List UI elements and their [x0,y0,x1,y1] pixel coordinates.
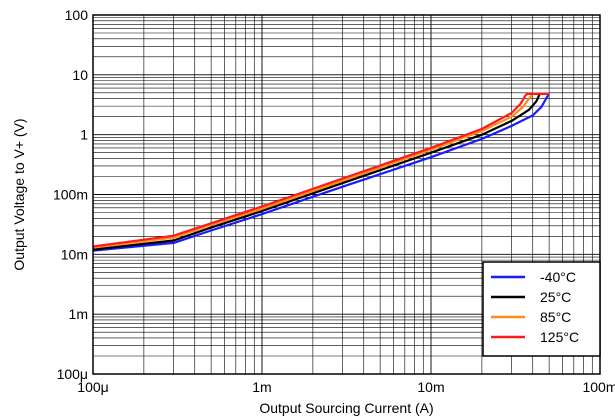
legend-label-0: -40°C [540,269,576,285]
y-tick-label: 100 [65,7,89,23]
tick-labels: 100μ 1m 10m 100m 100μ 1m 10m 100m 1 10 100 [53,7,615,395]
x-tick-label: 100m [582,379,615,395]
x-axis-title: Output Sourcing Current (A) [259,400,433,416]
y-tick-label: 10 [72,67,88,83]
series-lines [92,92,551,252]
y-tick-label: 1m [69,306,88,322]
y-tick-label: 100μ [57,366,88,382]
plot-frame [92,14,601,375]
legend-label-2: 85°C [540,309,571,325]
y-tick-label: 10m [61,246,88,262]
series-line-3 [92,92,550,248]
x-tick-label: 100μ [77,379,108,395]
x-tick-label: 1m [252,379,271,395]
series-line-0 [92,93,551,252]
series-line-2 [92,92,550,249]
series-line-1 [92,92,550,251]
y-tick-label: 100m [53,187,88,203]
legend-label-1: 25°C [540,289,571,305]
y-axis-title: Output Voltage to V+ (V) [11,118,27,270]
legend: -40°C 25°C 85°C 125°C [482,261,601,357]
y-tick-label: 1 [80,127,88,143]
legend-label-3: 125°C [540,329,579,345]
x-tick-label: 10m [417,379,444,395]
